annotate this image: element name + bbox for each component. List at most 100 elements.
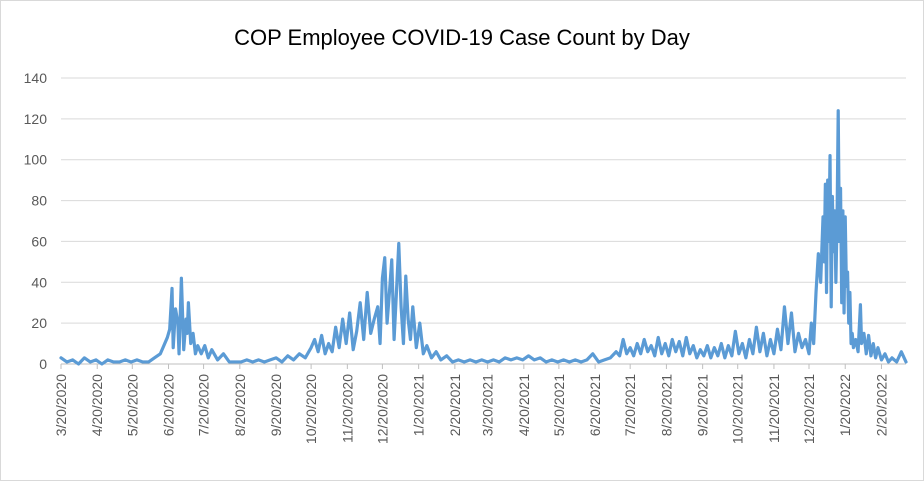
x-tick-label: 3/20/2021 — [480, 374, 496, 436]
data-point — [868, 334, 870, 336]
y-axis-tick-labels: 0 20 40 60 80 100 120 140 — [24, 70, 48, 372]
data-point — [451, 361, 454, 363]
data-point — [734, 330, 736, 332]
data-point — [780, 349, 782, 351]
data-point — [83, 357, 85, 359]
data-point — [197, 345, 199, 347]
data-point — [522, 359, 524, 361]
data-point — [839, 187, 842, 189]
data-point — [692, 345, 694, 347]
y-tick-label: 80 — [31, 193, 47, 209]
data-point — [586, 359, 588, 361]
data-point — [234, 361, 236, 363]
data-point — [855, 338, 857, 341]
data-point — [685, 336, 687, 339]
data-point — [647, 351, 649, 353]
data-point — [142, 361, 144, 363]
data-point — [724, 357, 726, 359]
y-tick-label: 60 — [31, 233, 47, 249]
data-point — [580, 361, 582, 363]
data-point — [661, 353, 663, 355]
data-point — [379, 342, 381, 345]
data-point — [682, 355, 684, 357]
data-point — [776, 328, 779, 330]
data-point — [850, 342, 852, 345]
data-point — [865, 353, 867, 355]
data-point — [808, 353, 810, 355]
data-point — [211, 349, 213, 351]
data-point — [163, 345, 165, 347]
data-point — [619, 355, 621, 357]
data-point — [331, 351, 333, 353]
x-tick-label: 2/20/2021 — [447, 374, 463, 436]
data-point — [650, 345, 652, 347]
data-point — [825, 291, 828, 294]
data-point — [275, 357, 277, 359]
data-point — [640, 353, 642, 355]
data-point — [813, 342, 815, 345]
data-point — [166, 336, 168, 339]
data-point — [200, 353, 202, 355]
data-point — [89, 361, 91, 363]
data-point — [169, 328, 171, 330]
data-point — [407, 318, 409, 320]
data-point — [463, 361, 465, 363]
data-point — [900, 351, 902, 353]
data-point — [217, 359, 219, 361]
data-point — [717, 355, 719, 357]
data-point — [192, 332, 194, 334]
data-point — [710, 357, 712, 359]
data-point — [852, 347, 855, 349]
data-point — [228, 361, 230, 363]
data-point — [107, 359, 109, 361]
x-tick-label: 11/20/2020 — [339, 374, 355, 443]
data-point — [824, 183, 826, 185]
data-point — [835, 281, 837, 283]
data-point — [391, 259, 393, 261]
x-tick-label: 10/20/2021 — [730, 374, 746, 444]
data-point — [172, 347, 174, 349]
data-point — [745, 357, 747, 359]
data-point — [409, 338, 412, 341]
data-point — [880, 359, 883, 361]
data-point — [762, 332, 765, 334]
data-point — [857, 351, 859, 353]
data-point — [148, 361, 150, 363]
data-point — [759, 351, 761, 353]
data-point — [829, 155, 831, 157]
data-point — [720, 342, 722, 345]
data-point — [766, 355, 768, 357]
data-point — [875, 357, 877, 359]
data-point — [773, 353, 775, 355]
x-tick-label: 2/20/2022 — [873, 374, 889, 436]
data-point — [905, 361, 907, 363]
data-point — [626, 353, 628, 355]
data-point — [838, 240, 840, 243]
data-point — [405, 275, 407, 277]
data-point — [790, 312, 793, 314]
y-tick-label: 140 — [24, 70, 48, 86]
data-point — [136, 359, 138, 361]
data-point — [844, 216, 846, 218]
data-point — [292, 359, 295, 361]
data-point — [481, 359, 483, 361]
data-point — [841, 302, 843, 304]
data-point — [706, 345, 708, 347]
data-point — [654, 355, 656, 357]
x-tick-label: 12/20/2020 — [374, 374, 390, 444]
data-point — [304, 357, 306, 359]
data-point — [769, 338, 772, 341]
data-point — [657, 336, 659, 339]
data-point — [689, 353, 691, 355]
data-point — [794, 351, 796, 353]
data-point — [386, 322, 388, 324]
data-point — [492, 359, 495, 361]
data-point — [830, 306, 832, 308]
data-point — [373, 318, 375, 320]
data-point — [359, 302, 361, 304]
x-tick-label: 8/20/2020 — [232, 374, 248, 436]
data-point — [827, 179, 829, 181]
data-point — [352, 349, 354, 351]
data-point — [668, 355, 670, 357]
data-point — [446, 355, 448, 357]
